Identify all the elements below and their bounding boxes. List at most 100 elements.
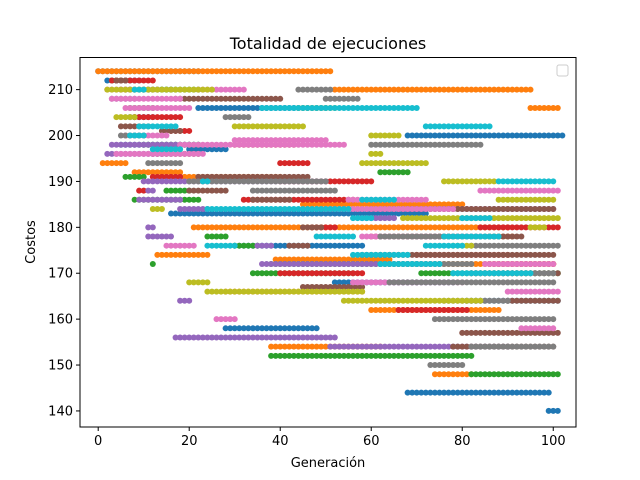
data-point <box>350 104 357 111</box>
data-point <box>431 224 438 231</box>
data-point <box>518 270 525 277</box>
data-point <box>227 114 234 121</box>
data-point <box>204 224 211 231</box>
data-point <box>454 205 461 212</box>
data-point <box>204 86 211 93</box>
data-point <box>472 371 479 378</box>
data-point <box>509 178 516 185</box>
data-point <box>545 187 552 194</box>
data-point <box>422 86 429 93</box>
data-point <box>536 187 543 194</box>
data-point <box>377 205 384 212</box>
data-point <box>99 160 106 167</box>
data-point <box>431 205 438 212</box>
data-point <box>513 215 520 222</box>
data-point <box>168 127 175 134</box>
data-point <box>463 297 470 304</box>
data-point <box>500 389 507 396</box>
data-point <box>254 334 261 341</box>
data-point <box>554 371 561 378</box>
data-point <box>418 160 425 167</box>
data-point <box>281 123 288 130</box>
data-point <box>550 371 557 378</box>
data-point <box>441 362 448 369</box>
data-point <box>468 123 475 130</box>
data-point <box>222 316 229 323</box>
data-point <box>550 242 557 249</box>
data-point <box>322 334 329 341</box>
data-point <box>286 137 293 144</box>
data-point <box>290 270 297 277</box>
data-point <box>536 196 543 203</box>
data-point <box>395 210 402 217</box>
data-point <box>140 77 147 84</box>
data-point <box>268 178 275 185</box>
data-point <box>231 114 238 121</box>
data-point <box>149 132 156 139</box>
data-point <box>318 261 325 268</box>
data-point <box>149 68 156 75</box>
data-point <box>131 169 138 176</box>
data-point <box>108 141 115 148</box>
data-point <box>313 178 320 185</box>
data-point <box>354 261 361 268</box>
data-point <box>454 389 461 396</box>
data-point <box>532 104 539 111</box>
data-point <box>108 77 115 84</box>
data-point <box>450 86 457 93</box>
data-point <box>259 261 266 268</box>
data-point <box>240 68 247 75</box>
data-point <box>154 146 161 153</box>
data-point <box>245 137 252 144</box>
data-point <box>154 178 161 185</box>
data-point <box>350 242 357 249</box>
data-point <box>231 123 238 130</box>
data-point <box>222 288 229 295</box>
data-point <box>163 123 170 130</box>
data-point <box>245 288 252 295</box>
data-point <box>413 132 420 139</box>
data-point <box>345 284 352 290</box>
data-point <box>554 187 561 194</box>
data-point <box>400 205 407 212</box>
data-point <box>249 95 256 102</box>
data-point <box>345 270 352 277</box>
data-point <box>158 127 165 134</box>
data-point <box>172 178 179 185</box>
data-point <box>500 251 507 258</box>
data-point <box>363 256 370 263</box>
data-point <box>222 95 229 102</box>
data-point <box>140 196 147 203</box>
data-point <box>249 325 256 332</box>
data-point <box>336 242 343 249</box>
data-point <box>263 68 270 75</box>
data-point <box>368 210 375 217</box>
data-point <box>527 86 534 93</box>
data-point <box>431 242 438 249</box>
data-point <box>441 201 448 208</box>
data-point <box>541 389 548 396</box>
data-point <box>268 196 275 203</box>
data-point <box>491 178 498 185</box>
data-point <box>190 178 197 185</box>
data-point <box>245 95 252 102</box>
data-point <box>445 389 452 396</box>
data-point <box>427 352 434 359</box>
data-point <box>131 95 138 102</box>
data-point <box>409 279 416 286</box>
data-point <box>331 334 338 341</box>
data-point <box>522 343 529 350</box>
data-point <box>350 256 357 263</box>
data-point <box>345 201 352 208</box>
data-point <box>445 132 452 139</box>
data-point <box>104 68 111 75</box>
data-point <box>204 242 211 249</box>
data-point <box>272 178 279 185</box>
data-point <box>541 187 548 194</box>
data-point <box>181 173 188 180</box>
data-point <box>386 132 393 139</box>
data-point <box>340 210 347 217</box>
data-point <box>299 160 306 167</box>
data-point <box>277 343 284 350</box>
data-point <box>477 205 484 212</box>
